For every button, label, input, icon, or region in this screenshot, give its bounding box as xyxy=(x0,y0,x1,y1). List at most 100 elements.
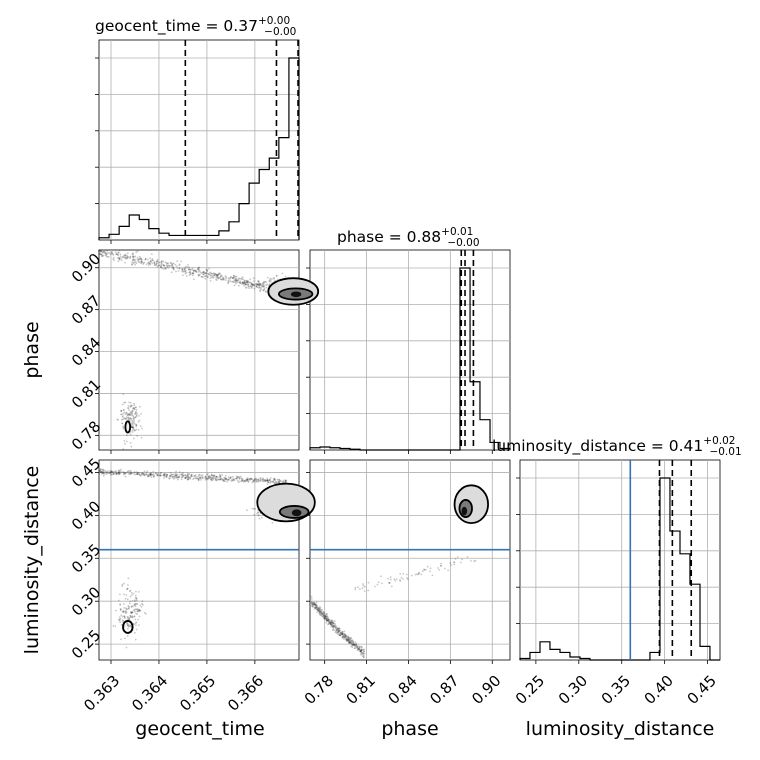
point xyxy=(110,252,113,254)
point xyxy=(216,479,218,482)
point xyxy=(112,472,115,475)
point xyxy=(310,600,313,603)
point xyxy=(189,477,192,480)
point xyxy=(124,473,127,475)
point xyxy=(284,480,287,483)
point xyxy=(158,474,160,477)
point xyxy=(126,588,128,590)
point xyxy=(354,588,357,591)
point xyxy=(132,423,134,425)
point xyxy=(117,472,119,475)
point xyxy=(246,279,248,282)
point xyxy=(137,610,140,613)
point xyxy=(172,475,175,478)
point xyxy=(176,473,179,476)
point xyxy=(131,616,134,618)
point xyxy=(318,610,321,613)
point xyxy=(211,272,214,275)
point xyxy=(184,476,187,479)
point xyxy=(138,258,141,260)
point xyxy=(136,412,139,415)
point xyxy=(346,638,349,641)
point xyxy=(360,653,362,656)
point xyxy=(421,570,424,573)
point xyxy=(272,480,274,483)
point xyxy=(206,276,209,279)
point xyxy=(128,413,131,415)
point xyxy=(359,650,362,652)
point xyxy=(187,264,189,266)
point xyxy=(185,474,188,477)
point xyxy=(351,644,354,647)
point xyxy=(323,611,326,614)
point xyxy=(135,415,138,418)
point xyxy=(115,472,118,474)
point xyxy=(247,481,250,483)
point xyxy=(172,473,175,476)
point xyxy=(110,471,113,474)
point xyxy=(273,277,276,280)
point xyxy=(176,475,178,477)
point xyxy=(182,270,185,273)
point xyxy=(129,417,132,420)
point xyxy=(121,255,124,258)
point xyxy=(177,476,180,479)
point xyxy=(244,282,246,284)
point xyxy=(197,266,200,269)
point xyxy=(226,478,229,481)
point xyxy=(232,281,235,283)
point xyxy=(214,477,217,480)
point xyxy=(134,596,137,599)
point xyxy=(216,478,219,480)
point xyxy=(232,280,235,283)
point xyxy=(103,472,105,475)
point xyxy=(334,624,336,627)
point xyxy=(325,621,328,624)
point xyxy=(246,478,249,481)
point xyxy=(324,615,327,617)
point xyxy=(311,602,314,604)
point xyxy=(123,615,126,618)
point xyxy=(281,272,284,275)
point xyxy=(335,632,338,634)
point xyxy=(321,613,324,616)
point xyxy=(219,475,222,477)
point xyxy=(156,474,159,476)
point xyxy=(247,280,250,283)
point xyxy=(125,256,128,259)
point xyxy=(140,605,143,608)
point xyxy=(324,617,327,620)
point xyxy=(261,283,264,286)
point xyxy=(341,635,344,638)
point xyxy=(207,272,210,275)
point xyxy=(153,262,156,264)
point xyxy=(118,471,120,474)
point xyxy=(156,266,159,268)
point xyxy=(321,608,323,611)
point xyxy=(213,475,216,477)
point xyxy=(389,578,392,581)
point xyxy=(338,634,340,636)
point xyxy=(100,471,102,474)
point xyxy=(136,473,139,476)
point xyxy=(133,429,136,432)
point xyxy=(202,271,205,273)
xlabel-geocent-time: geocent_time xyxy=(135,718,264,740)
point xyxy=(238,476,241,479)
xtick-label-luminosity_distance-1: 0.30 xyxy=(555,672,591,708)
point xyxy=(345,638,348,641)
point xyxy=(123,607,125,609)
point xyxy=(163,474,166,477)
point xyxy=(429,567,432,570)
point xyxy=(244,479,246,482)
point xyxy=(175,475,178,477)
point xyxy=(356,649,359,652)
point xyxy=(315,601,318,604)
point xyxy=(241,477,243,480)
point xyxy=(166,262,169,265)
point xyxy=(318,610,321,613)
points-phase-luminosity_distance xyxy=(310,556,477,659)
point xyxy=(310,605,313,607)
point xyxy=(139,604,142,607)
point xyxy=(278,478,281,481)
